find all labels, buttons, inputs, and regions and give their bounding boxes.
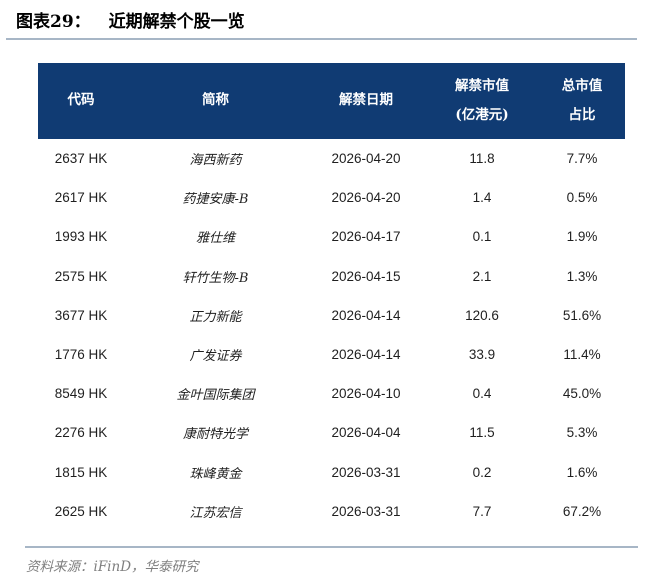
stock-name: 海西新药 [189,153,242,169]
marketcap-percentage: 11.4% [563,347,601,363]
marketcap-percentage: 67.2% [562,503,602,519]
col-header-unlock-value: 解禁市值 (亿港元) [425,63,539,139]
unlock-marketvalue: 0.2 [472,464,492,480]
unlock-marketvalue: 1.4 [472,190,492,206]
unlock-marketvalue: 2.1 [472,268,492,284]
stock-name: 正力新能 [189,309,242,325]
table-row: 2637 HK 海西新药 2026-04-20 11.8 7.7% [38,139,625,178]
table-row: 2617 HK 药捷安康-B 2026-04-20 1.4 0.5% [38,178,625,217]
stock-name: 轩竹生物-B [182,270,249,286]
unlock-date: 2026-04-14 [331,347,401,363]
marketcap-percentage: 1.3% [566,268,598,284]
col-header-marketcap-pct-label: 总市值 [561,78,603,94]
figure-title: 图表29： 近期解禁个股一览 [0,0,669,32]
marketcap-percentage: 45.0% [562,386,602,402]
unlock-date: 2026-03-31 [331,464,401,480]
col-header-date: 解禁日期 [307,63,425,139]
stock-name: 广发证券 [189,349,242,365]
stock-name: 药捷安康-B [182,192,249,208]
marketcap-percentage: 1.6% [566,464,598,480]
unlock-date: 2026-04-04 [331,425,401,441]
unlock-marketvalue: 11.5 [469,425,495,441]
col-header-date-label: 解禁日期 [339,92,393,109]
stock-name: 金叶国际集团 [176,388,255,404]
col-header-name: 简称 [124,63,307,139]
stock-code: 2637 HK [54,151,108,167]
table-body: 2637 HK 海西新药 2026-04-20 11.8 7.7% 2617 H… [38,139,625,531]
col-header-unlock-value-sublabel: (亿港元) [455,106,509,123]
stock-code: 1776 HK [54,347,108,363]
title-divider [6,38,637,40]
stock-code: 2575 HK [54,268,108,284]
col-header-code-label: 代码 [67,92,95,109]
marketcap-percentage: 51.6% [562,307,602,323]
stock-code: 3677 HK [54,307,108,323]
unlock-marketvalue: 0.1 [472,229,492,245]
stock-code: 2617 HK [54,190,108,206]
marketcap-percentage: 0.5% [566,190,598,206]
unlock-date: 2026-04-17 [331,229,401,245]
table-row: 2575 HK 轩竹生物-B 2026-04-15 2.1 1.3% [38,257,625,296]
unlock-marketvalue: 0.4 [472,386,492,402]
stock-code: 1815 HK [54,464,108,480]
table-row: 2625 HK 江苏宏信 2026-03-31 7.7 67.2% [38,492,625,531]
stock-code: 1993 HK [54,229,108,245]
col-header-unlock-value-label: 解禁市值 [455,78,509,94]
source-note: 资料来源：iFinD，华泰研究 [26,558,199,575]
stock-code: 2625 HK [54,503,108,519]
figure-name: 近期解禁个股一览 [108,12,245,32]
figure-number-label: 图表29： [16,12,91,32]
table-row: 8549 HK 金叶国际集团 2026-04-10 0.4 45.0% [38,374,625,413]
unlock-date: 2026-04-15 [331,268,401,284]
unlock-date: 2026-04-20 [331,190,401,206]
marketcap-percentage: 7.7% [566,151,598,167]
marketcap-percentage: 1.9% [566,229,598,245]
stock-name: 江苏宏信 [189,505,242,521]
unlock-date: 2026-04-10 [331,386,401,402]
table-row: 3677 HK 正力新能 2026-04-14 120.6 51.6% [38,296,625,335]
col-header-marketcap-pct-sublabel: 占比 [568,106,596,123]
stock-code: 2276 HK [54,425,108,441]
unlock-marketvalue: 33.9 [468,347,496,363]
unlock-marketvalue: 11.8 [469,151,495,167]
col-header-code: 代码 [38,63,124,139]
table-row: 1993 HK 雅仕维 2026-04-17 0.1 1.9% [38,217,625,256]
table-row: 2276 HK 康耐特光学 2026-04-04 11.5 5.3% [38,413,625,452]
unlock-date: 2026-03-31 [331,503,401,519]
table-row: 1815 HK 珠峰黄金 2026-03-31 0.2 1.6% [38,453,625,492]
col-header-name-label: 简称 [202,92,229,109]
unlock-stocks-table: 代码 简称 解禁日期 解禁市值 (亿港元) 总市值 占比 2637 HK 海西新… [38,63,625,531]
unlock-marketvalue: 120.6 [465,307,499,323]
stock-name: 康耐特光学 [182,427,248,443]
col-header-marketcap-pct: 总市值 占比 [539,63,625,139]
unlock-date: 2026-04-14 [331,307,401,323]
stock-name: 珠峰黄金 [189,466,242,482]
unlock-date: 2026-04-20 [331,151,401,167]
table-header-row: 代码 简称 解禁日期 解禁市值 (亿港元) 总市值 占比 [38,63,625,139]
stock-code: 8549 HK [54,386,108,402]
stock-name: 雅仕维 [195,231,235,247]
marketcap-percentage: 5.3% [566,425,598,441]
unlock-marketvalue: 7.7 [472,503,492,519]
footer-divider [25,545,638,548]
table-row: 1776 HK 广发证券 2026-04-14 33.9 11.4% [38,335,625,374]
